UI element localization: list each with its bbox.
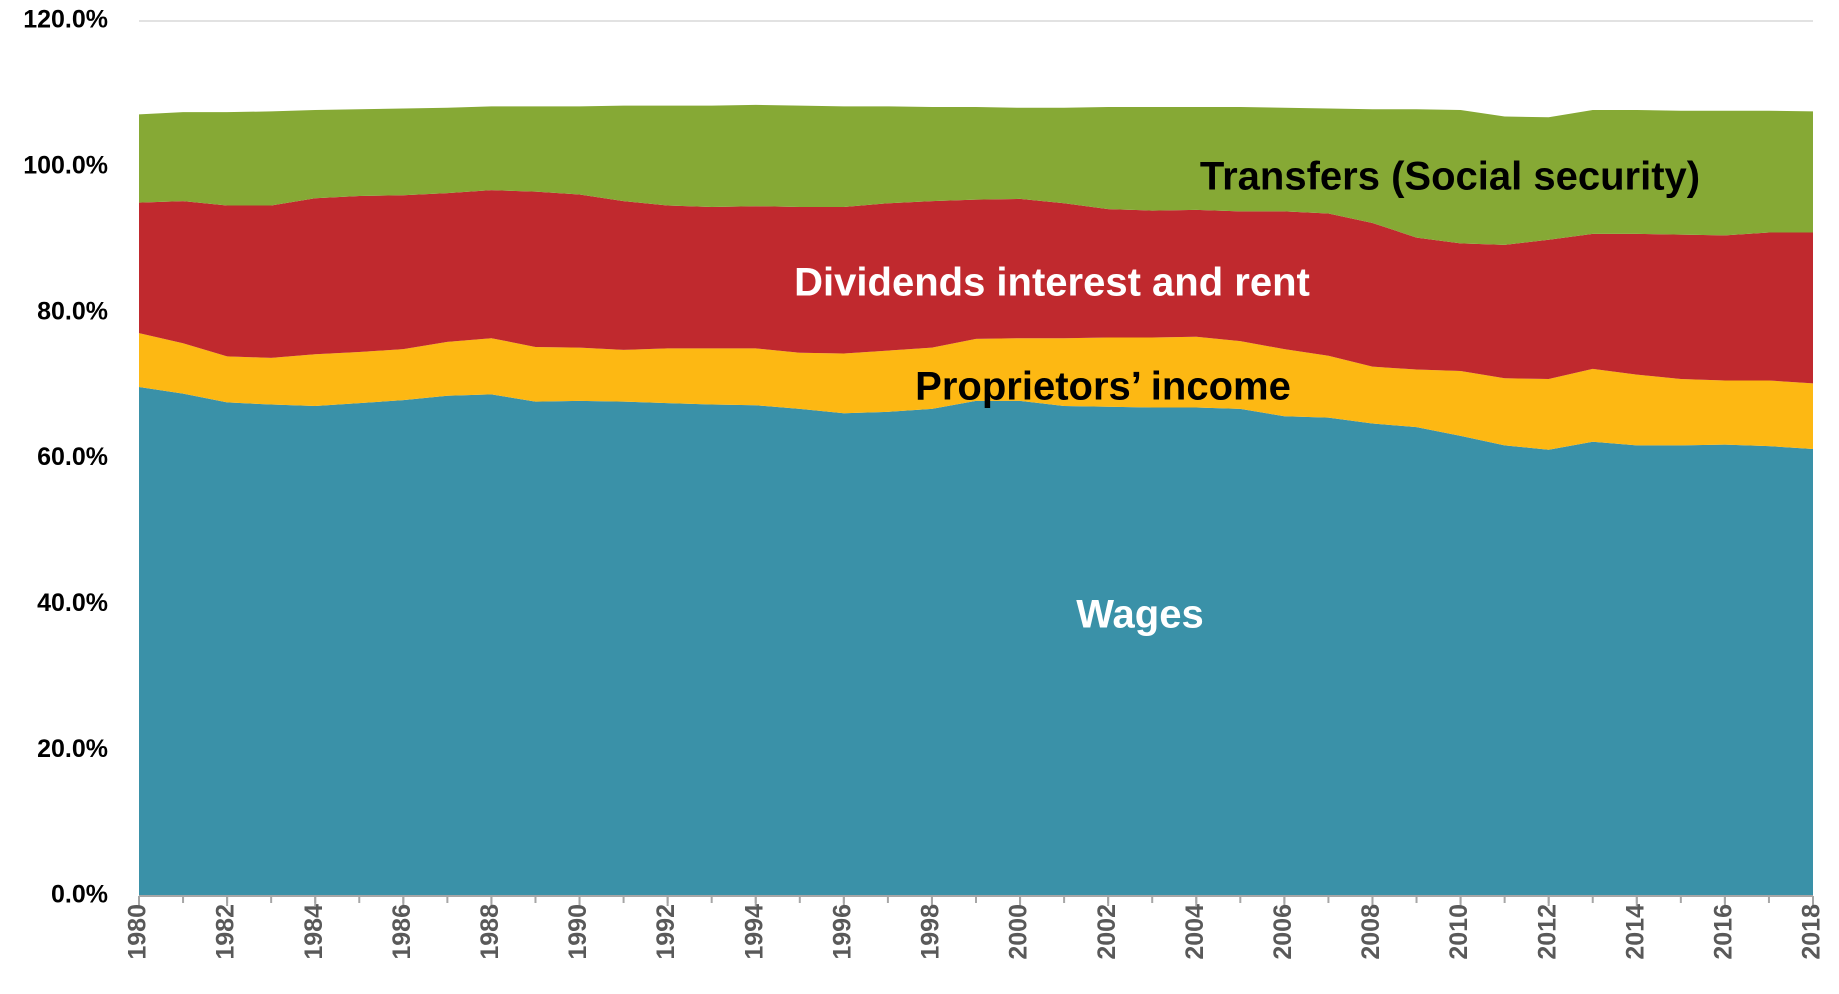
x-tick-label: 1994	[740, 904, 768, 960]
x-tick-label: 1980	[124, 904, 152, 960]
x-tick-label: 2004	[1181, 904, 1209, 960]
x-tick-label: 1996	[828, 904, 856, 960]
y-tick-label: 40.0%	[37, 589, 108, 617]
x-tick-label: 2018	[1798, 904, 1826, 960]
y-tick-label: 20.0%	[37, 735, 108, 763]
x-tick-label: 2010	[1445, 904, 1473, 960]
x-tick-label: 2016	[1710, 904, 1738, 960]
y-tick-label: 100.0%	[23, 151, 108, 179]
series-label: Wages	[1076, 593, 1203, 637]
y-tick-label: 120.0%	[23, 6, 108, 34]
x-tick-label: 1982	[212, 904, 240, 960]
x-tick-label: 2000	[1005, 904, 1033, 960]
x-tick-label: 1992	[652, 904, 680, 960]
x-tick-label: 1984	[300, 904, 328, 960]
x-tick-label: 2002	[1093, 904, 1121, 960]
area	[139, 387, 1813, 896]
x-tick-label: 2014	[1621, 904, 1649, 960]
series-label: Dividends interest and rent	[794, 261, 1310, 305]
x-tick-label: 2012	[1533, 904, 1561, 960]
series-label: Proprietors’ income	[915, 365, 1291, 409]
series-label: Transfers (Social security)	[1200, 155, 1700, 199]
x-tick-label: 1988	[476, 904, 504, 960]
area	[139, 333, 1813, 450]
x-tick-label: 1986	[388, 904, 416, 960]
y-tick-label: 60.0%	[37, 443, 108, 471]
area	[139, 104, 1813, 245]
x-tick-label: 1998	[917, 904, 945, 960]
x-tick-label: 1990	[564, 904, 592, 960]
area	[139, 190, 1813, 384]
x-tick-label: 2006	[1269, 904, 1297, 960]
y-tick-label: 0.0%	[51, 881, 108, 909]
x-tick-label: 2008	[1357, 904, 1385, 960]
y-tick-label: 80.0%	[37, 297, 108, 325]
